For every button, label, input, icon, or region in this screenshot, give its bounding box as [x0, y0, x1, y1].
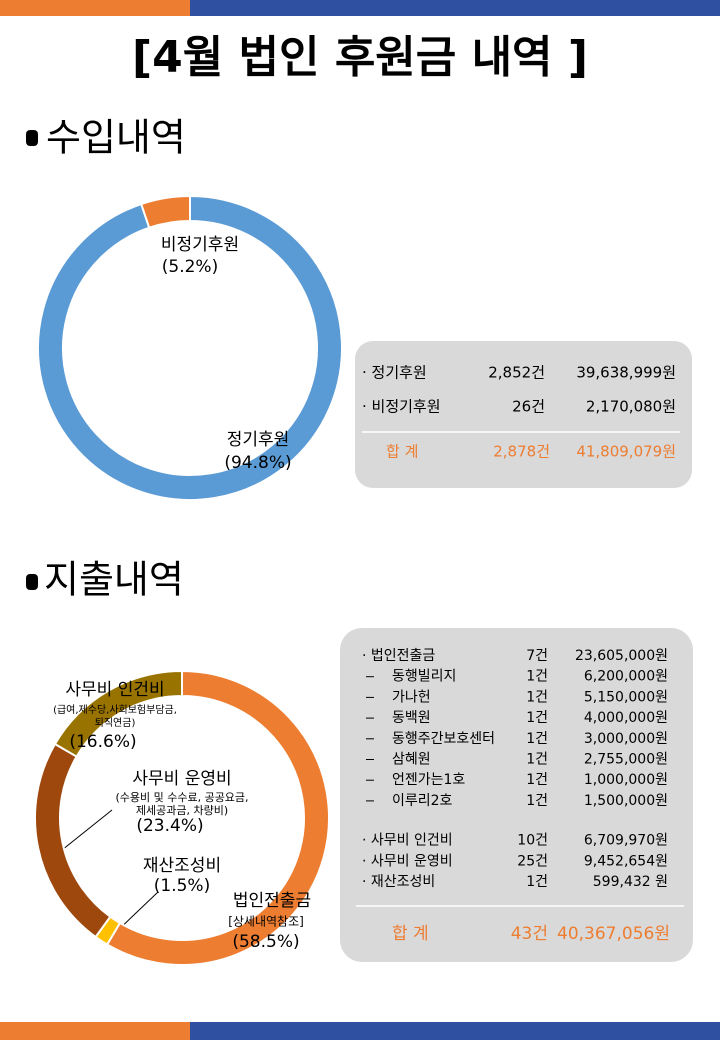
- table-count: 1건: [526, 689, 548, 705]
- total-count: 2,878건: [493, 443, 550, 461]
- bottom-bar-blue: [190, 1022, 720, 1040]
- slice-value-label: (58.5%): [232, 932, 299, 952]
- table-amount: 4,000,000원: [584, 710, 668, 726]
- table-count: 1건: [526, 669, 548, 685]
- slice-label: 비정기후원: [161, 235, 239, 255]
- table-count: 25건: [517, 853, 548, 869]
- table-amount: 599,432 원: [593, 874, 668, 890]
- table-count: 2,852건: [488, 364, 545, 382]
- table-amount: 3,000,000원: [584, 731, 668, 747]
- slice-value-label: (23.4%): [136, 816, 203, 836]
- top-bar-blue: [190, 0, 720, 16]
- table-name: 가나헌: [392, 689, 431, 705]
- table-count: 7건: [526, 648, 548, 664]
- slice-value-label: (5.2%): [162, 257, 218, 277]
- slice-label: 사무비 인건비: [65, 680, 164, 700]
- table-name: 동백원: [392, 710, 431, 726]
- page-title: [4월 법인 후원금 내역 ]: [132, 32, 588, 83]
- slice-label: 정기후원: [227, 430, 290, 450]
- table-count: 10건: [517, 833, 548, 849]
- section-heading: 수입내역: [46, 116, 186, 160]
- table-name: 이루리2호: [392, 793, 453, 809]
- table-name: 언젠가는1호: [392, 772, 465, 788]
- top-bar-orange: [0, 0, 190, 16]
- slice-note: (급여,제수당,사회보험부담금,: [53, 704, 177, 716]
- table-count: 1건: [526, 772, 548, 788]
- slice-value-label: (94.8%): [224, 453, 291, 473]
- table-amount: 1,500,000원: [584, 793, 668, 809]
- slice-label: 사무비 운영비: [132, 769, 231, 789]
- table-name: · 사무비 인건비: [362, 833, 453, 849]
- section-heading: 지출내역: [44, 558, 184, 602]
- total-label: 합 계: [386, 443, 418, 461]
- table-count: 1건: [526, 793, 548, 809]
- donut-slice: [139, 194, 191, 229]
- slice-note: 퇴직연금): [95, 717, 136, 729]
- donut-slice: [34, 742, 112, 939]
- heading-bullet: [26, 574, 38, 590]
- slice-value-label: (16.6%): [69, 732, 136, 752]
- donut-slice: [37, 194, 343, 501]
- table-amount: 2,755,000원: [584, 752, 668, 768]
- table-name: 삼혜원: [392, 752, 431, 768]
- total-count: 43건: [511, 924, 548, 944]
- total-label: 합 계: [392, 924, 429, 944]
- slice-value-label: (1.5%): [154, 876, 210, 896]
- slice-label: 법인전출금: [233, 891, 311, 911]
- table-amount: 23,605,000원: [575, 648, 668, 664]
- total-amount: 40,367,056원: [557, 924, 670, 944]
- slice-note: 제세공과금, 차량비): [136, 804, 228, 817]
- table-amount: 9,452,654원: [584, 853, 668, 869]
- slice-note: (수용비 및 수수료, 공공요금,: [115, 791, 248, 804]
- table-name: · 정기후원: [362, 364, 427, 382]
- slice-note: [상세내역참조]: [228, 915, 304, 929]
- summary-box: [340, 628, 693, 962]
- donut-slice: [53, 669, 183, 758]
- table-name: · 비정기후원: [362, 398, 441, 416]
- slice-label: 재산조성비: [143, 856, 221, 876]
- heading-bullet: [26, 130, 38, 146]
- table-amount: 6,200,000원: [584, 669, 668, 685]
- table-name: 동행빌리지: [392, 669, 456, 685]
- leader-line: [61, 809, 113, 851]
- table-count: 1건: [526, 752, 548, 768]
- total-amount: 41,809,079원: [576, 443, 676, 461]
- table-count: 1건: [526, 710, 548, 726]
- table-amount: 6,709,970원: [584, 833, 668, 849]
- table-amount: 39,638,999원: [576, 364, 676, 382]
- table-count: 1건: [526, 874, 548, 890]
- bottom-bar-orange: [0, 1022, 190, 1040]
- table-count: 1건: [526, 731, 548, 747]
- table-count: 26건: [512, 398, 545, 416]
- table-name: 동행주간보호센터: [392, 731, 495, 747]
- table-amount: 2,170,080원: [586, 398, 676, 416]
- summary-box: [355, 341, 692, 488]
- donut-slice: [105, 669, 330, 966]
- table-name: · 법인전출금: [362, 648, 435, 664]
- table-name: · 재산조성비: [362, 874, 435, 890]
- table-amount: 5,150,000원: [584, 689, 668, 705]
- table-name: · 사무비 운영비: [362, 853, 453, 869]
- table-amount: 1,000,000원: [584, 772, 668, 788]
